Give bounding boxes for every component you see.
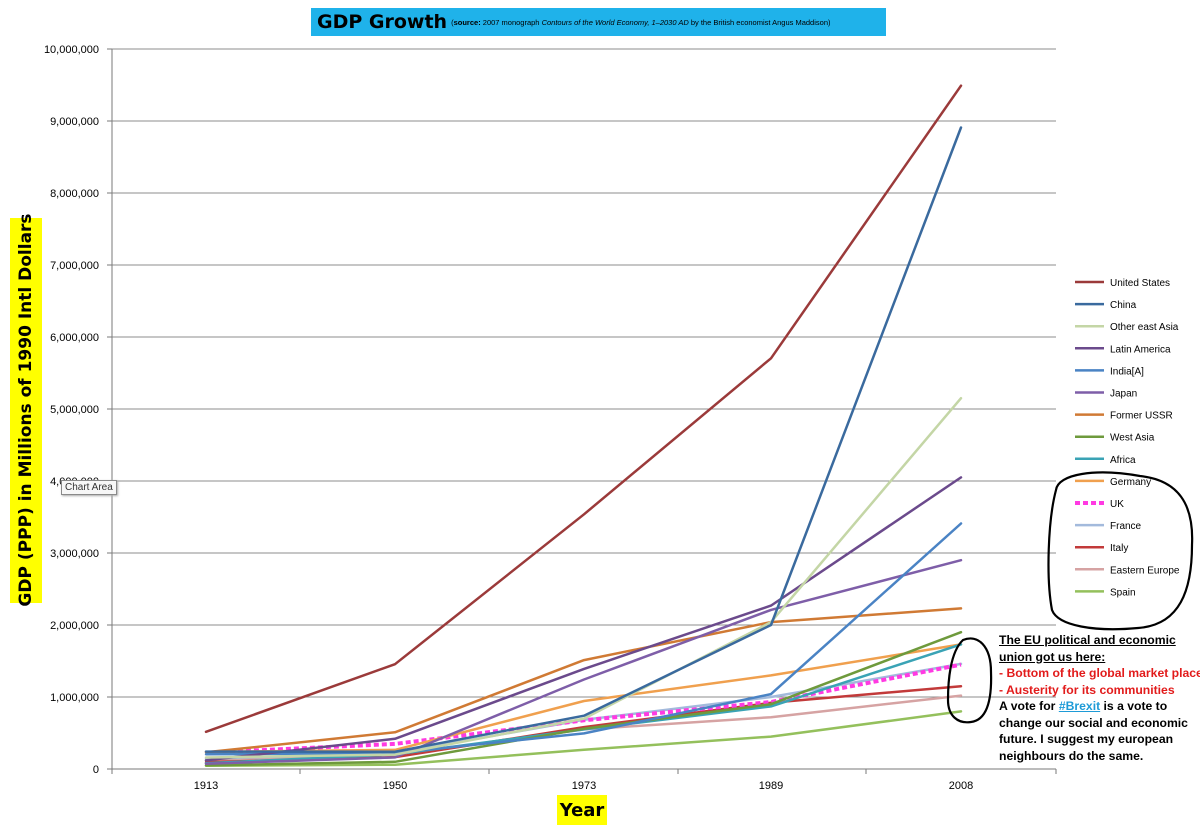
series-line-spain[interactable] — [204, 710, 963, 768]
legend-label: Latin America — [1110, 344, 1171, 355]
hand-drawn-circles — [946, 471, 1194, 724]
series-line-india-a[interactable] — [204, 522, 963, 756]
legend-label: United States — [1110, 278, 1170, 289]
subtitle-label: source: — [453, 17, 481, 27]
series-line-china[interactable] — [204, 126, 963, 753]
y-tick-label: 3,000,000 — [50, 548, 99, 560]
subtitle-pre: 2007 monograph — [480, 17, 542, 27]
y-tick-label: 6,000,000 — [50, 332, 99, 344]
x-tick-label: 1950 — [383, 780, 407, 792]
legend-label: Germany — [1110, 477, 1151, 488]
subtitle-italic: Contours of the World Economy, 1–2030 AD — [541, 17, 689, 27]
y-tick-label: 7,000,000 — [50, 260, 99, 272]
note-line-4: A vote for #Brexit is a vote to change o… — [999, 698, 1195, 764]
x-tick-label: 2008 — [949, 780, 973, 792]
note-line-1: The EU political and economic union got … — [999, 633, 1176, 664]
legend-label: Africa — [1110, 455, 1136, 466]
legend-circle-annotation — [1047, 471, 1194, 631]
series-line-latin-america[interactable] — [204, 476, 963, 762]
legend-label: Spain — [1110, 587, 1136, 598]
y-axis-label: GDP (PPP) in Millions of 1990 Intl Dolla… — [16, 213, 36, 607]
legend-label: UK — [1110, 499, 1124, 510]
series-line-united-states[interactable] — [204, 84, 963, 734]
series-line-france[interactable] — [204, 662, 963, 760]
legend-label: China — [1110, 300, 1137, 311]
y-tick-label: 0 — [93, 764, 99, 776]
x-tick-label: 1973 — [572, 780, 596, 792]
y-tick-labels: 01,000,0002,000,0003,000,0004,000,0005,0… — [44, 44, 99, 776]
x-tick-label: 1989 — [759, 780, 783, 792]
chart-subtitle: (source: 2007 monograph Contours of the … — [451, 17, 831, 27]
legend-label: Former USSR — [1110, 411, 1173, 422]
y-axis-label-box — [10, 218, 42, 603]
y-tick-label: 1,000,000 — [50, 692, 99, 704]
annotation-note: The EU political and economic union got … — [999, 632, 1200, 764]
y-tick-label: 10,000,000 — [44, 44, 99, 56]
gridlines — [112, 48, 1056, 698]
note-line-4-post: is a vote to change our social and econo… — [999, 699, 1188, 763]
legend-label: France — [1110, 521, 1142, 532]
note-line-4-pre: A vote for — [999, 699, 1059, 713]
note-line-3: - Austerity for its communities — [999, 682, 1175, 697]
legend-label: Japan — [1110, 389, 1137, 400]
legend-label: West Asia — [1110, 433, 1155, 444]
y-tick-label: 8,000,000 — [50, 188, 99, 200]
chart-title: GDP Growth — [317, 11, 448, 33]
uk-circle-annotation — [946, 637, 993, 724]
series-line-west-asia[interactable] — [204, 630, 963, 767]
legend-label: Eastern Europe — [1110, 565, 1180, 576]
series-line-other-east-asia[interactable] — [204, 396, 963, 759]
legend-label: Other east Asia — [1110, 322, 1179, 333]
brexit-hashtag-link[interactable]: #Brexit — [1058, 699, 1101, 713]
axes — [107, 48, 1057, 774]
series-lines[interactable] — [204, 84, 963, 768]
note-line-2: - Bottom of the global market place — [999, 666, 1200, 680]
subtitle-post: by the British economist Angus Maddison) — [688, 17, 831, 27]
series-line-former-ussr[interactable] — [204, 607, 963, 754]
x-tick-label: 1913 — [194, 780, 218, 792]
chart-area-tooltip: Chart Area — [61, 480, 117, 495]
y-tick-label: 9,000,000 — [50, 116, 99, 128]
series-line-japan[interactable] — [204, 558, 963, 766]
legend-label: Italy — [1110, 543, 1128, 554]
y-tick-label: 2,000,000 — [50, 620, 99, 632]
chart-title-box: GDP Growth (source: 2007 monograph Conto… — [311, 8, 886, 36]
legend-label: India[A] — [1110, 366, 1144, 377]
x-axis-label: Year — [557, 795, 607, 825]
y-tick-label: 5,000,000 — [50, 404, 99, 416]
x-tick-labels: 1913 1950 1973 1989 2008 — [194, 780, 973, 792]
series-line-uk[interactable] — [205, 662, 962, 755]
legend: United States China Other east Asia Latin A… — [1075, 278, 1180, 598]
